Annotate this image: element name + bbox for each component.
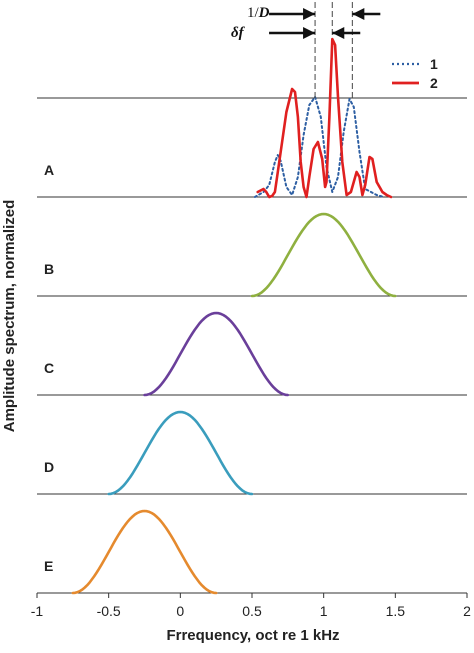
inverse-duration-left-arrow-head — [303, 8, 316, 20]
x-tick-label: 0.5 — [242, 603, 262, 619]
legend: 1 2 — [392, 56, 438, 91]
legend-label-series-1: 1 — [430, 56, 438, 72]
x-axis-title: Frrequency, oct re 1 kHz — [166, 627, 339, 644]
y-axis-title: Amplitude spectrum, normalized — [1, 200, 18, 433]
x-tick-label: -1 — [31, 603, 44, 619]
x-tick-label: 1.5 — [386, 603, 406, 619]
panel-label-c: C — [44, 360, 54, 376]
panel-label-a: A — [44, 162, 54, 178]
x-tick-label: 0 — [176, 603, 184, 619]
legend-label-series-2: 2 — [430, 75, 438, 91]
panel-b-spectrum-line — [250, 212, 397, 298]
panel-d-spectrum-line — [107, 410, 254, 496]
delta-f-right-arrow-head — [332, 27, 345, 39]
delta-f-label: δf — [231, 25, 246, 41]
panel-a-series-2-line — [256, 37, 393, 199]
plot-area: A B C D E -1 -0.5 0 0.5 1 1.5 2 — [31, 37, 471, 619]
panel-label-d: D — [44, 459, 54, 475]
x-tick-label: 1 — [320, 603, 328, 619]
inverse-duration-right-arrow-head — [352, 8, 365, 20]
delta-f-left-arrow-head — [303, 27, 316, 39]
inverse-duration-label: 1/D — [247, 5, 270, 21]
x-tick-label: -0.5 — [97, 603, 121, 619]
x-tick-label: 2 — [463, 603, 471, 619]
panel-label-e: E — [44, 558, 53, 574]
panel-label-b: B — [44, 261, 54, 277]
panel-c-spectrum-line — [143, 311, 290, 397]
spacing-annotations: 1/D δf — [231, 2, 381, 98]
panel-a-series-1-line — [253, 96, 385, 198]
panel-e-spectrum-line — [71, 509, 218, 595]
